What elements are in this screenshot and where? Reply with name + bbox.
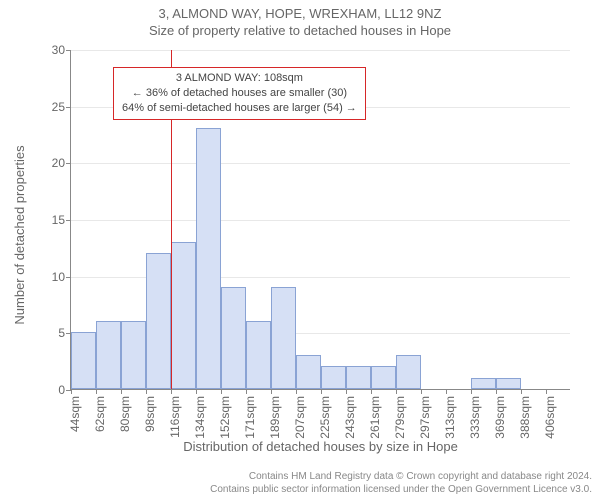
xtick-label: 116sqm xyxy=(166,396,182,438)
xtick-label: 243sqm xyxy=(341,396,357,439)
ytick-label: 15 xyxy=(52,213,71,227)
xtick-label: 44sqm xyxy=(66,396,82,432)
xtick-label: 207sqm xyxy=(291,396,307,439)
xtick-label: 369sqm xyxy=(491,396,507,439)
histogram-bar xyxy=(271,287,296,389)
histogram-bar xyxy=(396,355,421,389)
footer-line-1: Contains HM Land Registry data © Crown c… xyxy=(0,470,592,483)
xtick-label: 134sqm xyxy=(191,396,207,439)
footer-line-2: Contains public sector information licen… xyxy=(0,483,592,496)
footer-attribution: Contains HM Land Registry data © Crown c… xyxy=(0,470,592,496)
histogram-bar xyxy=(371,366,396,389)
title-line-2: Size of property relative to detached ho… xyxy=(0,23,600,40)
xtick-label: 225sqm xyxy=(316,396,332,439)
histogram-bar xyxy=(346,366,371,389)
histogram-bar xyxy=(171,242,196,389)
histogram-bar xyxy=(146,253,171,389)
histogram-bar xyxy=(246,321,271,389)
title-line-1: 3, ALMOND WAY, HOPE, WREXHAM, LL12 9NZ xyxy=(0,6,600,23)
xtick-label: 152sqm xyxy=(216,396,232,439)
ytick-label: 25 xyxy=(52,100,71,114)
plot-area: 0510152025303 ALMOND WAY: 108sqm← 36% of… xyxy=(70,50,570,390)
xtick-label: 388sqm xyxy=(516,396,532,439)
histogram-bar xyxy=(221,287,246,389)
ytick-label: 0 xyxy=(58,383,71,397)
xtick-label: 261sqm xyxy=(366,396,382,439)
chart-container: Number of detached properties 0510152025… xyxy=(50,50,570,420)
histogram-bar xyxy=(296,355,321,389)
ytick-label: 5 xyxy=(58,326,71,340)
y-axis-label: Number of detached properties xyxy=(12,56,27,235)
histogram-bar xyxy=(71,332,96,389)
xtick-label: 171sqm xyxy=(241,396,257,439)
histogram-bar xyxy=(321,366,346,389)
gridline xyxy=(71,220,570,221)
chart-title: 3, ALMOND WAY, HOPE, WREXHAM, LL12 9NZ S… xyxy=(0,0,600,40)
xtick-label: 313sqm xyxy=(441,396,457,439)
xtick-label: 189sqm xyxy=(266,396,282,439)
y-axis-label-text: Number of detached properties xyxy=(12,145,27,324)
annotation-line: 64% of semi-detached houses are larger (… xyxy=(122,101,357,116)
histogram-bar xyxy=(471,378,496,389)
histogram-bar xyxy=(96,321,121,389)
histogram-bar xyxy=(121,321,146,389)
ytick-label: 10 xyxy=(52,270,71,284)
xtick-label: 333sqm xyxy=(466,396,482,439)
xtick-label: 62sqm xyxy=(91,396,107,432)
histogram-bar xyxy=(496,378,521,389)
xtick-label: 297sqm xyxy=(416,396,432,439)
annotation-box: 3 ALMOND WAY: 108sqm← 36% of detached ho… xyxy=(113,67,366,120)
annotation-line: 3 ALMOND WAY: 108sqm xyxy=(122,71,357,86)
gridline xyxy=(71,163,570,164)
gridline xyxy=(71,50,570,51)
xtick-label: 406sqm xyxy=(541,396,557,439)
xtick-label: 98sqm xyxy=(141,396,157,432)
ytick-label: 30 xyxy=(52,43,71,57)
histogram-bar xyxy=(196,128,221,389)
ytick-label: 20 xyxy=(52,156,71,170)
xtick-label: 80sqm xyxy=(116,396,132,432)
xtick-label: 279sqm xyxy=(391,396,407,439)
annotation-line: ← 36% of detached houses are smaller (30… xyxy=(122,86,357,101)
